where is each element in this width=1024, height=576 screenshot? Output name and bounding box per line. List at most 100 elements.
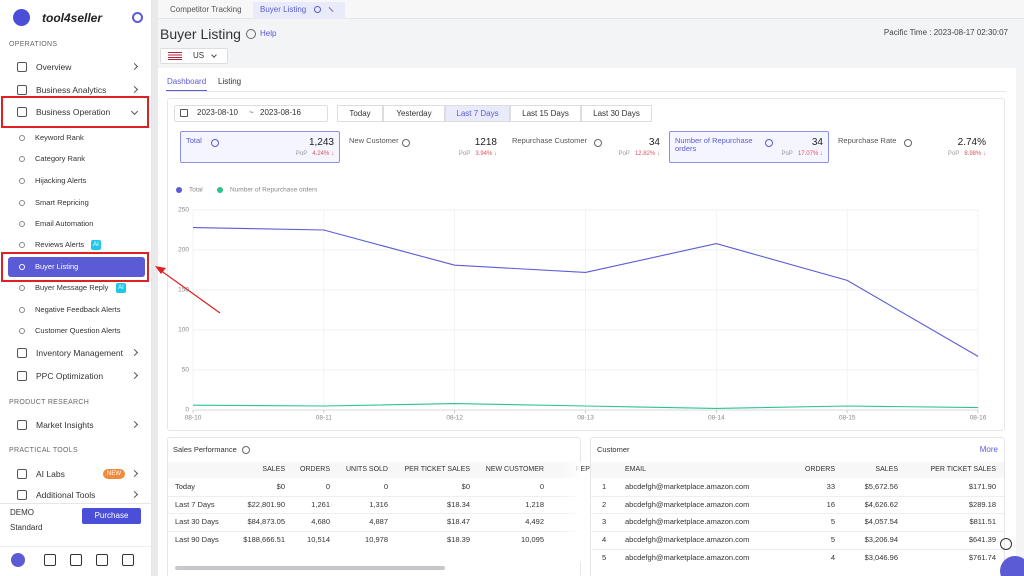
subtab-active[interactable]: Dashboard bbox=[167, 77, 207, 86]
column-header: EMAIL bbox=[625, 466, 647, 473]
kpi-card[interactable] bbox=[180, 131, 340, 163]
submenu-label: Reviews Alerts bbox=[35, 240, 85, 249]
kpi-pop: PoP bbox=[781, 151, 793, 157]
kpi-card[interactable] bbox=[506, 131, 666, 163]
range-button-active[interactable]: Last 7 Days bbox=[445, 105, 510, 122]
menu-item[interactable] bbox=[8, 57, 145, 77]
cell: $84,873.05 bbox=[247, 517, 285, 527]
date-end: 2023-08-16 bbox=[260, 108, 301, 117]
submenu-label: Keyword Rank bbox=[35, 133, 84, 142]
cell: $761.74 bbox=[968, 552, 996, 562]
bullet bbox=[19, 242, 25, 248]
cell: 0 bbox=[325, 482, 330, 491]
menu-icon bbox=[17, 62, 27, 72]
menu-label: Overview bbox=[36, 62, 72, 72]
date-picker[interactable] bbox=[174, 105, 328, 122]
subtab[interactable]: Listing bbox=[218, 77, 242, 86]
help-icon bbox=[246, 29, 256, 39]
cell: $641.39 bbox=[968, 535, 996, 545]
menu-icon bbox=[17, 107, 27, 117]
submenu-label: Buyer Message Reply bbox=[35, 283, 109, 292]
cell: 33 bbox=[826, 482, 835, 491]
footer-icon[interactable] bbox=[44, 554, 56, 566]
subtab-underline bbox=[166, 90, 207, 92]
date-sep: ~ bbox=[249, 108, 254, 117]
cell: $0 bbox=[461, 482, 470, 491]
menu-icon bbox=[17, 490, 27, 500]
range-button[interactable]: Last 30 Days bbox=[581, 105, 652, 122]
tab[interactable]: Competitor Tracking bbox=[170, 5, 242, 14]
flag bbox=[168, 52, 182, 60]
kpi-card[interactable] bbox=[343, 131, 503, 163]
kpi-change: 12.82% ↓ bbox=[634, 151, 660, 157]
cell: $18.34 bbox=[447, 499, 470, 509]
info-icon bbox=[242, 446, 250, 454]
menu-label: AI Labs bbox=[36, 469, 65, 479]
cell: $18.39 bbox=[447, 535, 470, 545]
info-icon bbox=[903, 139, 912, 147]
submenu-label: Smart Repricing bbox=[35, 198, 89, 207]
email: abcdefgh@marketplace.amazon.com bbox=[625, 535, 750, 545]
menu-label: Business Analytics bbox=[36, 85, 107, 95]
logo-icon bbox=[13, 9, 30, 26]
menu-label: PPC Optimization bbox=[36, 371, 104, 381]
brand: tool4seller bbox=[42, 11, 103, 25]
range-button[interactable]: Last 15 Days bbox=[510, 105, 581, 122]
kpi-value: 2.74% bbox=[957, 137, 986, 148]
cell: $4,626.62 bbox=[864, 499, 898, 509]
settings-icon[interactable] bbox=[132, 12, 143, 23]
tab-bar bbox=[158, 0, 1024, 19]
kpi-label: Total bbox=[186, 136, 202, 145]
scroll-strip bbox=[152, 0, 158, 576]
footer-divider bbox=[0, 546, 151, 547]
purchase-button[interactable]: Purchase bbox=[82, 508, 141, 524]
customer-card bbox=[590, 437, 1005, 576]
support-icon[interactable] bbox=[1000, 538, 1012, 550]
cell: $0 bbox=[276, 482, 285, 491]
bullet bbox=[19, 135, 25, 141]
menu-label: Inventory Management bbox=[36, 348, 123, 358]
kpi-value: 34 bbox=[811, 137, 823, 148]
tab-active[interactable]: Buyer Listing bbox=[260, 5, 307, 14]
kpi-value: 34 bbox=[648, 137, 660, 148]
kpi-card[interactable] bbox=[669, 131, 829, 163]
cell: 1,261 bbox=[311, 499, 330, 509]
submenu-label: Buyer Listing bbox=[35, 262, 79, 271]
h-scrollbar bbox=[175, 566, 445, 570]
column-header: ORDERS bbox=[805, 466, 835, 473]
row-label: Last 7 Days bbox=[175, 499, 215, 509]
menu-label: Business Operation bbox=[36, 107, 111, 117]
submenu-label: Customer Question Alerts bbox=[35, 326, 121, 335]
plan: DEMO bbox=[10, 508, 34, 517]
chat-bubble[interactable] bbox=[1000, 556, 1024, 576]
kpi-value: 1218 bbox=[474, 137, 497, 148]
cell: $18.47 bbox=[447, 517, 470, 527]
range-button[interactable]: Yesterday bbox=[383, 105, 445, 122]
kpi-label: Repurchase Rate bbox=[838, 136, 897, 145]
cell: 10,514 bbox=[307, 535, 330, 545]
column-header: SALES bbox=[875, 466, 898, 473]
help-link[interactable]: Help bbox=[260, 29, 277, 38]
menu-icon bbox=[17, 420, 27, 430]
email: abcdefgh@marketplace.amazon.com bbox=[625, 499, 750, 509]
badge: NEW bbox=[103, 469, 125, 479]
footer-icon[interactable] bbox=[122, 554, 134, 566]
cell: 4,680 bbox=[311, 517, 330, 527]
avatar[interactable] bbox=[11, 553, 25, 567]
cell: 10,978 bbox=[365, 535, 388, 545]
email: abcdefgh@marketplace.amazon.com bbox=[625, 552, 750, 562]
more-link[interactable]: More bbox=[979, 445, 998, 454]
kpi-card[interactable] bbox=[832, 131, 992, 163]
footer-icon[interactable] bbox=[96, 554, 108, 566]
cell: $22,801.90 bbox=[247, 499, 285, 509]
kpi-label: Repurchase Customer bbox=[512, 136, 588, 145]
row-divider bbox=[168, 495, 580, 497]
bullet bbox=[19, 200, 25, 206]
bullet bbox=[19, 285, 25, 291]
submenu-label: Category Rank bbox=[35, 154, 86, 163]
range-button[interactable]: Today bbox=[337, 105, 383, 122]
footer-icon[interactable] bbox=[70, 554, 82, 566]
submenu-label: Negative Feedback Alerts bbox=[35, 305, 121, 314]
menu-icon bbox=[17, 469, 27, 479]
cell: 4,887 bbox=[369, 517, 388, 527]
